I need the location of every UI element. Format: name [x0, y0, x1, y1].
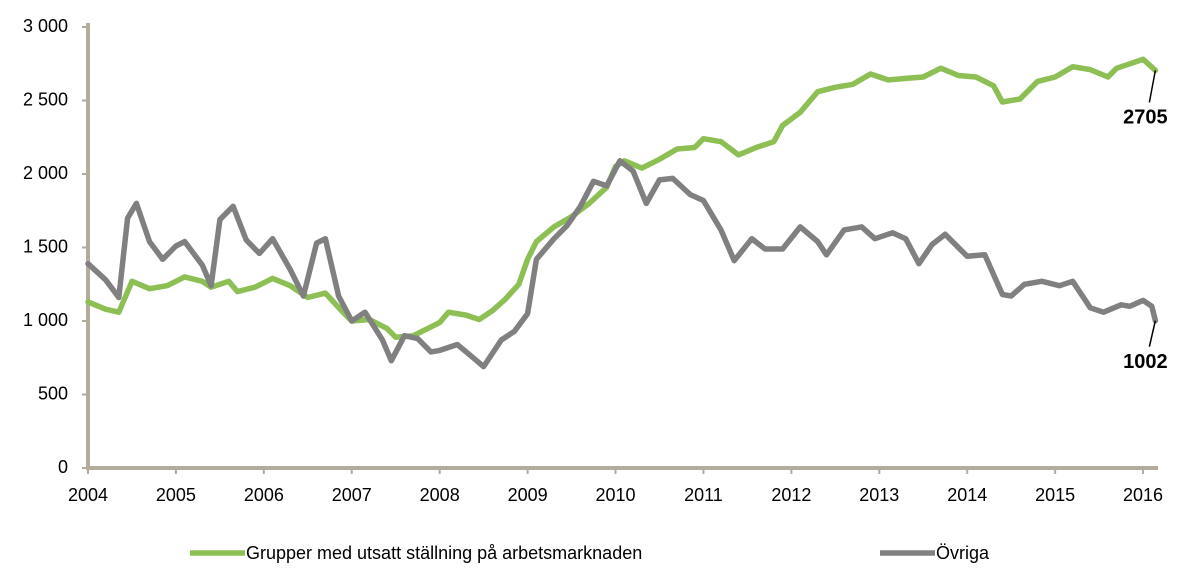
- x-tick-label: 2012: [771, 485, 811, 505]
- x-tick-label: 2014: [947, 485, 987, 505]
- y-tick-label: 2 500: [23, 89, 68, 109]
- x-tick-label: 2011: [684, 485, 723, 505]
- series-line: [85, 56, 1159, 340]
- y-tick-label: 0: [58, 457, 68, 477]
- x-tick-label: 2013: [859, 485, 899, 505]
- legend-label: Övriga: [936, 543, 990, 563]
- x-tick-label: 2005: [156, 485, 196, 505]
- x-tick-label: 2009: [508, 485, 548, 505]
- y-tick-label: 500: [38, 383, 68, 403]
- y-tick-label: 1 500: [23, 236, 68, 256]
- series-line: [85, 158, 1159, 370]
- x-tick-label: 2006: [244, 485, 284, 505]
- legend-label: Grupper med utsatt ställning på arbetsma…: [246, 543, 642, 563]
- x-tick-label: 2004: [68, 485, 108, 505]
- y-tick-label: 2 000: [23, 163, 68, 183]
- x-tick-label: 2008: [420, 485, 460, 505]
- x-tick-label: 2007: [332, 485, 372, 505]
- data-label: 2705: [1123, 107, 1168, 129]
- x-tick-label: 2016: [1123, 485, 1163, 505]
- x-tick-label: 2010: [596, 485, 636, 505]
- leader-line: [1148, 320, 1157, 347]
- data-label: 1002: [1123, 351, 1168, 373]
- y-tick-label: 1 000: [23, 310, 68, 330]
- leader-line: [1148, 70, 1157, 103]
- y-tick-label: 3 000: [23, 16, 68, 36]
- x-tick-label: 2015: [1035, 485, 1075, 505]
